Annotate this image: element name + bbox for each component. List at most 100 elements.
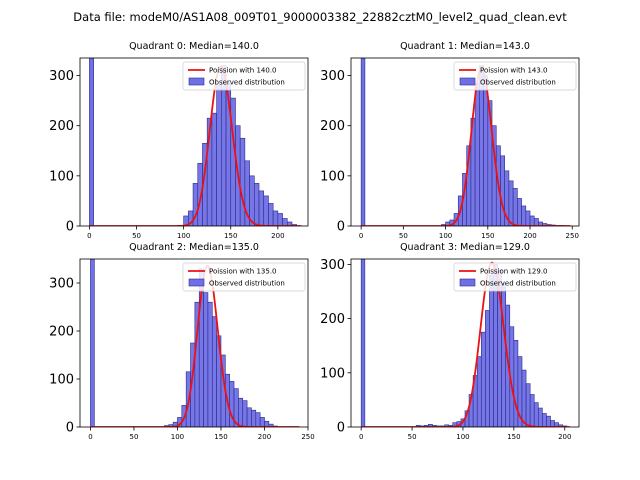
plot-area <box>90 259 300 427</box>
panel-title: Quadrant 3: Median=129.0 <box>400 242 530 253</box>
x-tick-label: 0 <box>359 433 363 441</box>
histogram-bar <box>268 203 274 226</box>
histogram-bar <box>253 183 260 226</box>
y-tick-label: 0 <box>337 220 345 235</box>
legend: Poission with 143.0 Observed distribution <box>453 61 577 91</box>
y-tick-label: 200 <box>320 119 345 134</box>
quadrant-2-panel: Quadrant 2: Median=135.0 0 100 200 300 0 50 100… <box>49 242 315 441</box>
y-tick-label: 200 <box>320 312 345 327</box>
axes-frame <box>350 57 580 227</box>
x-tick-label: 0 <box>88 433 92 441</box>
figure-title: Data file: modeM0/AS1A08_009T01_90000033… <box>73 10 567 24</box>
y-tick-label: 300 <box>320 69 345 84</box>
x-tick-label: 100 <box>456 433 469 441</box>
x-tick-label: 100 <box>171 433 184 441</box>
y-tick-label: 0 <box>66 220 74 235</box>
zero-bin-bar <box>90 259 95 427</box>
x-tick-label: 150 <box>214 433 227 441</box>
histogram-bar <box>251 409 257 427</box>
histogram-bar <box>537 407 543 427</box>
y-tick-label: 200 <box>49 119 74 134</box>
x-tick-label: 50 <box>129 433 138 441</box>
axes-frame <box>79 57 309 227</box>
histogram-bar <box>513 339 519 427</box>
histogram-bar <box>207 301 213 427</box>
histogram-bar <box>542 413 547 427</box>
histogram-bar <box>277 213 283 226</box>
legend-label-poisson: Poission with 135.0 <box>209 268 277 276</box>
x-tick-label: 50 <box>408 433 417 441</box>
x-tick-label: 0 <box>87 232 91 240</box>
zero-bin-bar <box>89 58 94 226</box>
histogram-bar <box>533 218 539 226</box>
y-tick-label: 300 <box>49 69 74 84</box>
histogram-bar <box>485 310 490 427</box>
legend-label-observed: Observed distribution <box>209 79 285 87</box>
x-tick-label: 250 <box>301 433 314 441</box>
x-tick-label: 100 <box>439 232 452 240</box>
quadrant-0-panel: Quadrant 0: Median=140.0 0 100 200 300 0 50 100… <box>49 41 309 240</box>
x-tick-label: 200 <box>258 433 271 441</box>
legend-bar-swatch <box>459 278 476 287</box>
legend-label-poisson: Poission with 140.0 <box>209 67 277 75</box>
quadrant-1-panel: Quadrant 1: Median=143.0 0 100 200 300 0 50 100… <box>320 41 580 240</box>
legend-box <box>182 61 306 91</box>
histogram-bar <box>263 195 269 226</box>
y-tick-label: 0 <box>337 421 345 436</box>
legend: Poission with 135.0 Observed distribution <box>182 262 306 292</box>
histogram-bar <box>521 205 527 226</box>
histogram-bar <box>480 331 486 427</box>
x-tick-label: 100 <box>177 232 190 240</box>
y-tick-label: 100 <box>320 366 345 381</box>
zero-bin-bar <box>360 58 366 226</box>
poisson-curve <box>90 265 300 427</box>
x-tick-label: 0 <box>359 232 363 240</box>
x-tick-label: 150 <box>224 232 237 240</box>
y-tick-label: 300 <box>320 258 345 273</box>
poisson-curve <box>361 67 571 226</box>
histogram-bar <box>550 420 555 427</box>
histogram-bar <box>512 188 518 226</box>
legend: Poission with 140.0 Observed distribution <box>182 61 306 91</box>
histogram-bar <box>489 274 494 427</box>
legend-box <box>453 61 577 91</box>
y-tick-label: 0 <box>66 421 74 436</box>
panel-title: Quadrant 2: Median=135.0 <box>129 242 259 253</box>
x-tick-label: 200 <box>523 232 536 240</box>
subplot-grid: Quadrant 0: Median=140.0 0 100 200 300 0 50 100… <box>49 41 580 441</box>
axes-frame <box>350 258 580 428</box>
histogram-bar <box>239 137 246 226</box>
histogram-bar <box>474 82 480 226</box>
legend-bar-swatch <box>459 77 476 86</box>
x-tick-label: 200 <box>271 232 284 240</box>
x-tick-label: 50 <box>132 232 141 240</box>
y-tick-label: 200 <box>49 325 74 340</box>
legend-box <box>453 262 577 292</box>
plot-area <box>360 259 570 427</box>
y-tick-label: 300 <box>49 277 74 292</box>
y-tick-label: 100 <box>320 169 345 184</box>
x-tick-label: 50 <box>399 232 408 240</box>
legend-bar-swatch <box>188 77 205 86</box>
histogram-bar <box>546 415 551 427</box>
histogram-bar <box>216 85 222 226</box>
legend-label-observed: Observed distribution <box>209 280 285 288</box>
histogram-bar <box>259 417 265 427</box>
legend-label-poisson: Poission with 143.0 <box>480 67 548 75</box>
y-tick-label: 100 <box>49 373 74 388</box>
histogram-bar <box>211 112 217 226</box>
histogram-bar <box>258 190 265 226</box>
histogram-bar <box>525 383 531 427</box>
panel-title: Quadrant 1: Median=143.0 <box>400 41 530 52</box>
histogram-bar <box>476 356 482 427</box>
x-tick-label: 150 <box>481 232 494 240</box>
y-tick-label: 100 <box>49 169 74 184</box>
quadrant-3-panel: Quadrant 3: Median=129.0 0 100 200 300 0 50 100… <box>320 242 580 441</box>
plot-area <box>360 58 571 226</box>
legend-label-observed: Observed distribution <box>480 280 556 288</box>
zero-bin-bar <box>360 259 366 427</box>
histogram-bar <box>203 292 209 427</box>
x-tick-label: 250 <box>566 232 579 240</box>
legend: Poission with 129.0 Observed distribution <box>453 262 577 292</box>
